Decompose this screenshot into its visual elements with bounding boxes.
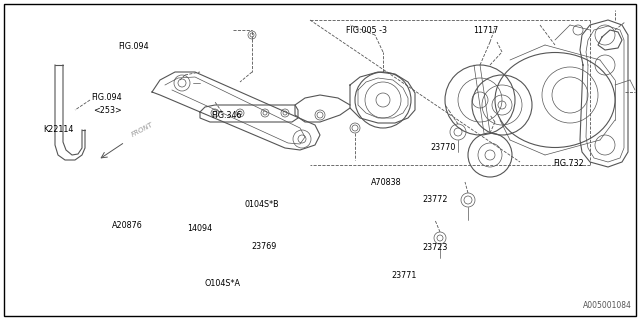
Text: 0104S*B: 0104S*B — [244, 200, 279, 209]
Text: FIG.094: FIG.094 — [118, 42, 149, 51]
Text: 23771: 23771 — [392, 271, 417, 280]
Text: FIG.732: FIG.732 — [554, 159, 584, 168]
Text: 23723: 23723 — [422, 244, 448, 252]
Text: A005001084: A005001084 — [583, 301, 632, 310]
Text: O104S*A: O104S*A — [205, 279, 241, 288]
Text: FIG.346: FIG.346 — [211, 111, 242, 120]
Text: 23770: 23770 — [430, 143, 456, 152]
Text: A20876: A20876 — [112, 221, 143, 230]
Text: 23769: 23769 — [251, 242, 276, 251]
Text: FRONT: FRONT — [130, 122, 154, 138]
Text: 11717: 11717 — [474, 26, 499, 35]
Text: 14094: 14094 — [187, 224, 212, 233]
Text: FIG.005 -3: FIG.005 -3 — [346, 26, 387, 35]
Text: FIG.094: FIG.094 — [92, 93, 122, 102]
Text: K22114: K22114 — [43, 125, 73, 134]
Text: 23772: 23772 — [422, 196, 448, 204]
Text: A70838: A70838 — [371, 178, 402, 187]
Text: <253>: <253> — [93, 106, 122, 115]
